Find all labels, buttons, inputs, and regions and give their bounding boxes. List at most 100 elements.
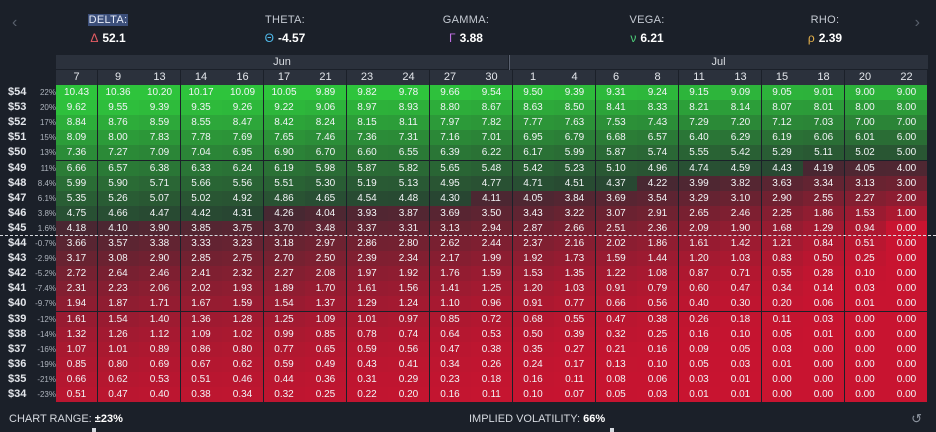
- value-cell[interactable]: 5.82: [388, 160, 429, 176]
- value-cell[interactable]: 0.13: [595, 356, 637, 372]
- value-cell[interactable]: 0.85: [429, 311, 471, 327]
- value-cell[interactable]: 4.51: [554, 175, 595, 191]
- value-cell[interactable]: 0.00: [803, 356, 844, 372]
- value-cell[interactable]: 0.39: [554, 326, 595, 342]
- value-cell[interactable]: 0.00: [761, 387, 803, 402]
- value-cell[interactable]: 3.57: [97, 236, 139, 251]
- value-cell[interactable]: 5.42: [720, 145, 761, 161]
- value-cell[interactable]: 3.33: [180, 236, 222, 251]
- value-cell[interactable]: 4.74: [678, 160, 720, 176]
- value-cell[interactable]: 2.90: [761, 190, 803, 206]
- value-cell[interactable]: 9.00: [886, 85, 927, 100]
- value-cell[interactable]: 0.85: [56, 356, 97, 372]
- value-cell[interactable]: 0.00: [803, 371, 844, 387]
- value-cell[interactable]: 5.02: [844, 145, 886, 161]
- value-cell[interactable]: 2.65: [678, 205, 720, 221]
- date-column-header[interactable]: 23: [346, 70, 388, 85]
- value-cell[interactable]: 0.47: [720, 281, 761, 297]
- value-cell[interactable]: 8.24: [305, 115, 346, 131]
- value-cell[interactable]: 9.00: [844, 85, 886, 100]
- value-cell[interactable]: 0.62: [97, 371, 139, 387]
- value-cell[interactable]: 0.71: [720, 266, 761, 282]
- value-cell[interactable]: 0.29: [388, 371, 429, 387]
- value-cell[interactable]: 0.18: [471, 371, 512, 387]
- value-cell[interactable]: 3.37: [346, 220, 388, 236]
- value-cell[interactable]: 9.31: [595, 85, 637, 100]
- value-cell[interactable]: 2.55: [803, 190, 844, 206]
- value-cell[interactable]: 0.94: [844, 220, 886, 236]
- value-cell[interactable]: 6.68: [595, 130, 637, 146]
- value-cell[interactable]: 3.63: [761, 175, 803, 191]
- date-column-header[interactable]: 21: [305, 70, 346, 85]
- value-cell[interactable]: 3.00: [886, 175, 927, 191]
- value-cell[interactable]: 9.01: [803, 85, 844, 100]
- value-cell[interactable]: 3.54: [637, 190, 678, 206]
- value-cell[interactable]: 4.96: [637, 160, 678, 176]
- value-cell[interactable]: 1.54: [263, 296, 305, 312]
- value-cell[interactable]: 3.29: [678, 190, 720, 206]
- value-cell[interactable]: 0.03: [637, 387, 678, 402]
- value-cell[interactable]: 1.01: [346, 311, 388, 327]
- date-column-header[interactable]: 1: [512, 70, 554, 85]
- value-cell[interactable]: 7.69: [222, 130, 263, 146]
- value-cell[interactable]: 7.77: [512, 115, 554, 131]
- value-cell[interactable]: 0.41: [388, 356, 429, 372]
- value-cell[interactable]: 0.01: [844, 296, 886, 312]
- value-cell[interactable]: 0.96: [471, 296, 512, 312]
- value-cell[interactable]: 1.09: [180, 326, 222, 342]
- value-cell[interactable]: 0.35: [512, 341, 554, 357]
- value-cell[interactable]: 2.37: [512, 236, 554, 251]
- value-cell[interactable]: 2.02: [180, 281, 222, 297]
- chart-range-slider-handle[interactable]: [92, 428, 96, 432]
- value-cell[interactable]: 8.09: [56, 130, 97, 146]
- value-cell[interactable]: 1.12: [139, 326, 180, 342]
- value-cell[interactable]: 9.62: [56, 100, 97, 116]
- value-cell[interactable]: 0.51: [844, 236, 886, 251]
- value-cell[interactable]: 1.54: [97, 311, 139, 327]
- value-cell[interactable]: 5.42: [512, 160, 554, 176]
- value-cell[interactable]: 2.06: [139, 281, 180, 297]
- value-cell[interactable]: 0.00: [886, 296, 927, 312]
- value-cell[interactable]: 7.31: [388, 130, 429, 146]
- value-cell[interactable]: 2.75: [222, 251, 263, 267]
- greek-rho[interactable]: RHO: ρ 2.39: [770, 10, 880, 45]
- value-cell[interactable]: 0.09: [678, 341, 720, 357]
- value-cell[interactable]: 1.89: [263, 281, 305, 297]
- value-cell[interactable]: 3.13: [429, 220, 471, 236]
- value-cell[interactable]: 1.42: [720, 236, 761, 251]
- value-cell[interactable]: 0.59: [263, 356, 305, 372]
- value-cell[interactable]: 0.64: [429, 326, 471, 342]
- value-cell[interactable]: 0.47: [429, 341, 471, 357]
- value-cell[interactable]: 6.22: [471, 145, 512, 161]
- chart-range[interactable]: CHART RANGE: ±23%: [9, 413, 123, 425]
- value-cell[interactable]: 6.57: [97, 160, 139, 176]
- date-column-header[interactable]: 17: [263, 70, 305, 85]
- value-cell[interactable]: 0.00: [761, 371, 803, 387]
- value-cell[interactable]: 0.03: [803, 311, 844, 327]
- value-cell[interactable]: 9.54: [471, 85, 512, 100]
- value-cell[interactable]: 4.71: [512, 175, 554, 191]
- value-cell[interactable]: 5.56: [222, 175, 263, 191]
- value-cell[interactable]: 0.32: [595, 326, 637, 342]
- value-cell[interactable]: 4.92: [222, 190, 263, 206]
- value-cell[interactable]: 2.44: [471, 236, 512, 251]
- value-cell[interactable]: 7.27: [97, 145, 139, 161]
- value-cell[interactable]: 0.85: [305, 326, 346, 342]
- value-cell[interactable]: 4.31: [222, 205, 263, 221]
- value-cell[interactable]: 1.53: [844, 205, 886, 221]
- value-cell[interactable]: 1.73: [554, 251, 595, 267]
- value-cell[interactable]: 2.86: [346, 236, 388, 251]
- value-cell[interactable]: 2.16: [554, 236, 595, 251]
- value-cell[interactable]: 0.34: [222, 387, 263, 402]
- value-cell[interactable]: 6.24: [222, 160, 263, 176]
- value-cell[interactable]: 0.00: [886, 356, 927, 372]
- value-cell[interactable]: 1.00: [886, 205, 927, 221]
- value-cell[interactable]: 8.97: [346, 100, 388, 116]
- value-cell[interactable]: 0.00: [844, 311, 886, 327]
- value-cell[interactable]: 8.80: [429, 100, 471, 116]
- value-cell[interactable]: 0.91: [595, 281, 637, 297]
- value-cell[interactable]: 1.37: [305, 296, 346, 312]
- date-column-header[interactable]: 4: [554, 70, 595, 85]
- value-cell[interactable]: 4.00: [886, 160, 927, 176]
- value-cell[interactable]: 1.24: [388, 296, 429, 312]
